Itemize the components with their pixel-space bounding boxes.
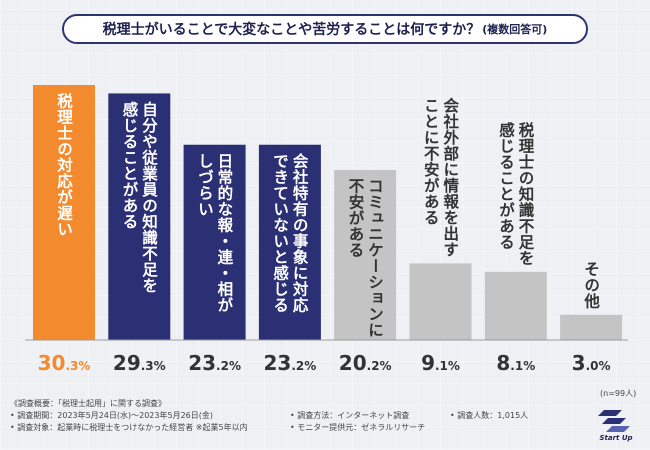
- value-label-2: 29.3%: [113, 351, 166, 375]
- bar-label-4-line-2: できていないと感じる: [271, 153, 289, 313]
- logo-text: Start Up: [599, 434, 633, 442]
- survey-people: • 調査人数：1,015人: [450, 411, 529, 420]
- chart-title-box: 税理士がいることで大変なことや苦労することは何ですか？ (複数回答可): [62, 14, 588, 44]
- bar-label-8-line-1: その他: [582, 261, 601, 310]
- bar-3: [183, 144, 246, 340]
- survey-notes: 《調査概要：「税理士起用」に関する調査》 • 調査期間：2023年5月24日(水…: [10, 398, 528, 434]
- survey-period: • 調査期間：2023年5月24日(水)～2023年5月26日(金): [10, 411, 214, 420]
- survey-summary: 《調査概要：「税理士起用」に関する調査》: [10, 399, 166, 408]
- survey-provider: • モニター提供元：ゼネラルリサーチ: [290, 423, 426, 432]
- chart-title: 税理士がいることで大変なことや苦労することは何ですか？: [102, 22, 481, 38]
- value-label-7: 8.1%: [496, 351, 535, 375]
- bar-5: [334, 170, 397, 340]
- value-label-6: 9.1%: [421, 351, 460, 375]
- bar-label-5-line-1: コミュニケーションに: [366, 178, 384, 338]
- survey-method: • 調査方法：インターネット調査: [290, 411, 410, 420]
- value-label-3: 23.2%: [188, 351, 241, 375]
- bar-label-4-line-1: 会社特有の事象に対応: [291, 151, 310, 313]
- bar-7: [484, 271, 547, 340]
- bar-label-3-line-1: 日常的な報・連・相が: [215, 152, 233, 312]
- value-label-8: 3.0%: [572, 351, 611, 375]
- bar-4: [258, 144, 321, 340]
- bar-label-6-line-2: ことに不安がある: [422, 97, 440, 225]
- start-up-logo: Start Up: [596, 404, 636, 446]
- bar-label-1-line-1: 税理士の対応が遅い: [55, 92, 74, 237]
- bar-label-5-line-2: 不安がある: [346, 178, 364, 258]
- bar-label-6-line-1: 会社外部に情報を出す: [441, 96, 460, 257]
- bar-8: [560, 314, 623, 340]
- bar-2: [108, 93, 171, 341]
- value-label-5: 20.2%: [339, 351, 392, 375]
- survey-target: • 調査対象：起業時に税理士をつけなかった経営者 ※起業5年以内: [10, 423, 248, 432]
- bar-label-7-line-2: 感じることがある: [497, 120, 515, 249]
- bar-6: [409, 263, 472, 340]
- chart-title-note: (複数回答可): [482, 23, 548, 36]
- value-label-4: 23.2%: [264, 351, 317, 375]
- bar-chart: 税理士の対応が遅い30.3%自分や従業員の知識不足を感じることがある29.3%日…: [25, 85, 628, 375]
- sample-size-note: (n=99人): [600, 389, 637, 398]
- bar-label-2-line-1: 自分や従業員の知識不足を: [140, 100, 159, 293]
- bar-label-2-line-2: 感じることがある: [121, 100, 139, 229]
- bar-label-7-line-1: 税理士の知識不足を: [517, 120, 535, 265]
- bar-label-3-line-2: しづらい: [196, 153, 214, 217]
- bar-1: [33, 85, 95, 340]
- value-label-1: 30.3%: [38, 351, 91, 375]
- start-up-logo-icon: [598, 410, 630, 432]
